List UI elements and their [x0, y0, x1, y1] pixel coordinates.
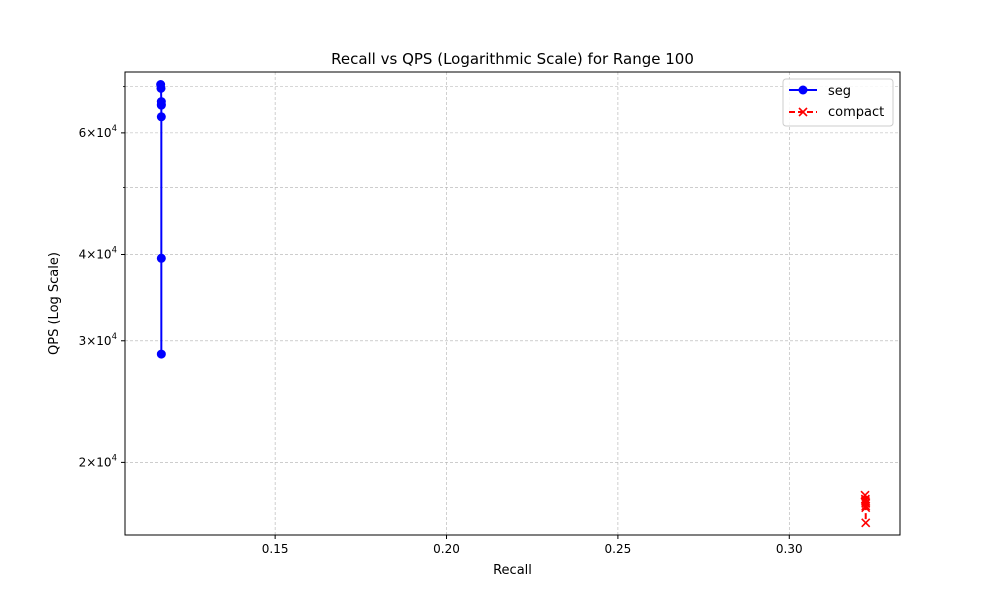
legend-marker-seg	[798, 85, 808, 95]
legend-marker-compact	[798, 107, 808, 117]
data-point-seg	[156, 253, 166, 263]
x-tick-label: 0.30	[776, 542, 803, 556]
legend: seg compact	[782, 78, 894, 127]
data-point-seg	[156, 100, 166, 110]
series-seg	[156, 79, 166, 359]
legend-label-compact: compact	[828, 105, 884, 120]
ticks: 0.15 0.20 0.25 0.30 2×104 3×104 4×104 6×104	[79, 86, 803, 556]
x-axis-label: Recall	[493, 563, 532, 578]
legend-label-seg: seg	[828, 84, 851, 99]
data-point-compact	[861, 501, 871, 511]
x-tick-label: 0.25	[605, 542, 632, 556]
data-point-compact	[861, 503, 871, 513]
y-tick-label: 6×104	[79, 124, 117, 140]
chart-title: Recall vs QPS (Logarithmic Scale) for Ra…	[331, 50, 694, 68]
y-tick-label: 4×104	[79, 245, 117, 261]
grid	[125, 72, 900, 535]
y-tick-label: 3×104	[79, 332, 117, 348]
data-point-compact	[861, 498, 871, 509]
x-tick-label: 0.20	[433, 542, 460, 556]
x-tick-label: 0.15	[262, 542, 289, 556]
data-point-seg	[156, 83, 166, 93]
y-tick-label: 2×104	[79, 453, 117, 469]
series-compact	[860, 490, 871, 528]
plot-frame	[124, 71, 901, 536]
series-line-seg	[159, 84, 163, 355]
y-axis-label: QPS (Log Scale)	[47, 252, 62, 355]
series-layer	[156, 79, 871, 528]
data-point-compact	[861, 518, 871, 528]
data-point-seg	[156, 112, 166, 122]
data-point-seg	[156, 349, 166, 359]
